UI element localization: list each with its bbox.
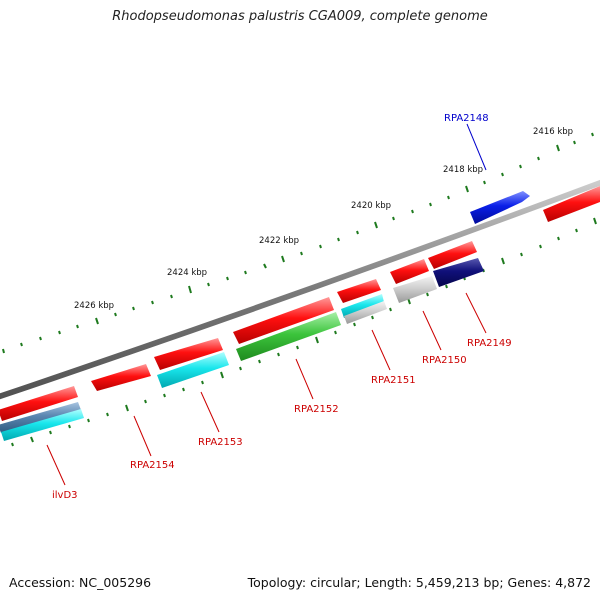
- gene-ilvD3-b: [1, 409, 84, 441]
- gene-outer-red-2: [390, 259, 429, 284]
- gene-rpa2151-b: [344, 301, 387, 324]
- gene-labels: RPA2148 RPA2149 RPA2150 RPA2151 RPA2152 …: [52, 113, 512, 501]
- scale-label: 2424 kbp: [167, 268, 207, 278]
- gene-label: RPA2150: [422, 355, 467, 366]
- gene-outer-red-4: [233, 297, 334, 344]
- gene-rpa2148: [470, 191, 530, 224]
- genome-backbone: [0, 179, 600, 400]
- inner-strand-genes: [0, 258, 484, 441]
- scale-label: 2422 kbp: [259, 236, 299, 246]
- outer-scale-ticks: [2, 132, 594, 354]
- leader-lines: [46, 123, 487, 486]
- scale-label: 2426 kbp: [74, 301, 114, 311]
- gene-rpa2154: [91, 364, 151, 391]
- scale-label: 2416 kbp: [533, 127, 573, 137]
- gene-rpa2153: [157, 352, 229, 388]
- gene-ilvD3-a: [0, 402, 81, 433]
- genome-summary: Topology: circular; Length: 5,459,213 bp…: [247, 575, 591, 590]
- scale-label: 2420 kbp: [351, 201, 391, 211]
- gene-label: RPA2153: [198, 437, 243, 448]
- gene-outer-red-left: [0, 386, 78, 421]
- gene-label: RPA2148: [444, 113, 489, 124]
- gene-label: RPA2154: [130, 460, 175, 471]
- gene-outer-red-1: [428, 241, 477, 269]
- gene-rpa2149: [433, 258, 484, 287]
- gene-outer-red-right: [543, 186, 600, 222]
- gene-outer-red-5: [154, 338, 223, 370]
- gene-label: RPA2149: [467, 338, 512, 349]
- gene-label: RPA2152: [294, 404, 339, 415]
- gene-label: ilvD3: [52, 490, 78, 501]
- gene-outer-red-3: [337, 279, 381, 303]
- gene-rpa2151: [341, 294, 384, 318]
- scale-label: 2418 kbp: [443, 165, 483, 175]
- figure-title: Rhodopseudomonas palustris CGA009, compl…: [112, 9, 488, 24]
- gene-rpa2150: [393, 276, 437, 303]
- scale-labels: 2416 kbp 2418 kbp 2420 kbp 2422 kbp 2424…: [74, 127, 573, 311]
- outer-strand-genes: [0, 186, 600, 421]
- gene-rpa2152: [236, 312, 341, 361]
- gene-label: RPA2151: [371, 375, 416, 386]
- accession-label: Accession: NC_005296: [9, 575, 152, 590]
